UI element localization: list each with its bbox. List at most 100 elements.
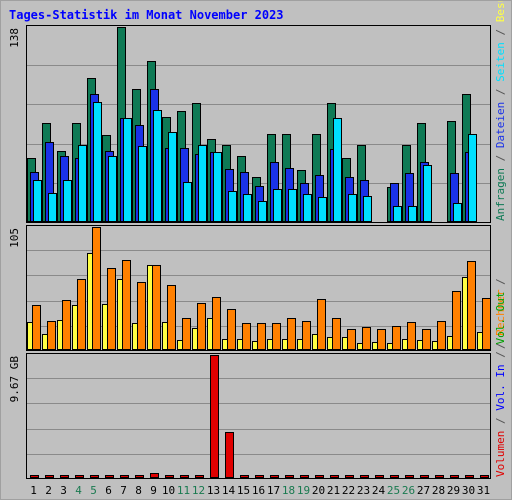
bar-seiten-day-26 (408, 206, 417, 222)
day-tick-label: 16 (252, 484, 265, 497)
bar-volumen-day-12 (195, 475, 204, 478)
bar-rechner-day-6 (107, 268, 116, 350)
day-tick-label: 15 (237, 484, 250, 497)
day-tick-label: 6 (105, 484, 112, 497)
bar-volumen-day-26 (405, 475, 414, 478)
day-tick-label: 23 (357, 484, 370, 497)
bar-seiten-day-25 (393, 206, 402, 222)
legend-entry-rechner: Rechner (494, 289, 507, 336)
legend-entry-seiten: Seiten (494, 42, 507, 82)
bar-rechner-day-7 (122, 260, 131, 350)
bar-rechner-day-27 (422, 329, 431, 350)
bar-volumen-day-11 (180, 475, 189, 478)
bar-volumen-day-20 (315, 475, 324, 478)
bar-rechner-day-24 (377, 329, 386, 350)
day-tick-label: 14 (222, 484, 236, 497)
legend-entry-besuche: Besuche (494, 1, 507, 22)
bar-seiten-day-4 (78, 145, 87, 222)
bar-volumen-day-6 (105, 475, 114, 478)
bar-rechner-day-29 (452, 291, 461, 350)
day-tick-label: 20 (312, 484, 325, 497)
bar-volumen-day-15 (240, 475, 249, 478)
bar-volumen-day-4 (75, 475, 84, 478)
bar-seiten-day-1 (33, 180, 42, 222)
bar-volumen-day-1 (30, 475, 39, 478)
bar-seiten-day-2 (48, 193, 57, 222)
bar-rechner-day-14 (227, 309, 236, 350)
bar-seiten-day-7 (123, 118, 132, 222)
bar-rechner-day-21 (332, 318, 341, 350)
bar-volumen-day-5 (90, 475, 99, 478)
bar-volumen-day-22 (345, 475, 354, 478)
bar-volumen-day-13 (210, 355, 219, 478)
day-tick-label: 19 (297, 484, 310, 497)
bar-rechner-day-20 (317, 299, 326, 350)
bar-rechner-day-17 (272, 323, 281, 350)
bar-seiten-day-15 (243, 194, 252, 222)
day-tick-label: 22 (342, 484, 355, 497)
bar-seiten-day-22 (348, 194, 357, 222)
day-tick-label: 1 (30, 484, 37, 497)
day-tick-label: 10 (162, 484, 175, 497)
bar-seiten-day-27 (423, 165, 432, 222)
bar-volumen-day-3 (60, 475, 69, 478)
bar-rechner-day-25 (392, 326, 401, 350)
bar-seiten-day-14 (228, 191, 237, 222)
legend-entry-separator: / (494, 148, 507, 168)
bar-rechner-day-9 (152, 265, 161, 350)
legend-entry-dateien: Dateien (494, 102, 507, 148)
bar-volumen-day-16 (255, 475, 264, 478)
legend-top: Anfragen / Dateien / Seiten / Besuche (494, 1, 507, 221)
bar-seiten-day-11 (183, 182, 192, 222)
bar-rechner-day-19 (302, 321, 311, 350)
bar-rechner-day-11 (182, 318, 191, 350)
bar-rechner-day-30 (467, 261, 476, 350)
day-tick-label: 13 (207, 484, 220, 497)
bar-seiten-day-12 (198, 145, 207, 222)
day-tick-label: 7 (120, 484, 127, 497)
bar-seiten-day-30 (468, 134, 477, 222)
bar-rechner-day-5 (92, 227, 101, 350)
legend-entry-separator: / (494, 22, 507, 42)
panel-hits-max-label: 138 (8, 28, 21, 48)
panel-visits-max-label: 105 (8, 228, 21, 248)
bar-rechner-day-8 (137, 282, 146, 350)
legend-entry-vol_in: Vol. In (494, 364, 507, 410)
bar-volumen-day-8 (135, 475, 144, 478)
day-tick-label: 17 (267, 484, 280, 497)
bar-volumen-day-27 (420, 475, 429, 478)
day-tick-label: 5 (90, 484, 97, 497)
panel-volume-max-label: 9.67 GB (8, 356, 21, 403)
legend-entry-separator: / (494, 345, 507, 365)
bar-rechner-day-13 (212, 297, 221, 350)
day-tick-label: 31 (477, 484, 490, 497)
day-tick-label: 30 (462, 484, 475, 497)
bar-seiten-day-3 (63, 180, 72, 222)
bar-volumen-day-9 (150, 473, 159, 478)
day-tick-label: 24 (372, 484, 386, 497)
day-tick-label: 25 (387, 484, 400, 497)
bar-seiten-day-20 (318, 197, 327, 222)
day-tick-label: 18 (282, 484, 295, 497)
bar-seiten-day-10 (168, 132, 177, 222)
bar-volumen-day-25 (390, 475, 399, 478)
bar-volumen-day-28 (435, 475, 444, 478)
bar-rechner-day-18 (287, 318, 296, 350)
bar-volumen-day-21 (330, 475, 339, 478)
legend-entry-separator: / (494, 411, 507, 431)
day-tick-label: 4 (75, 484, 82, 497)
bar-rechner-day-1 (32, 305, 41, 350)
bar-seiten-day-16 (258, 201, 267, 222)
day-tick-label: 27 (417, 484, 430, 497)
bar-rechner-day-3 (62, 300, 71, 350)
day-tick-label: 26 (402, 484, 415, 497)
legend-entry-volumen: Volumen (494, 431, 507, 477)
legend-mid: / Rechner (494, 289, 507, 349)
bar-volumen-day-18 (285, 475, 294, 478)
bar-seiten-day-5 (93, 102, 102, 222)
legend-entry-separator: / (494, 336, 507, 349)
bar-volumen-day-2 (45, 475, 54, 478)
day-tick-label: 11 (177, 484, 190, 497)
bar-volumen-day-19 (300, 475, 309, 478)
